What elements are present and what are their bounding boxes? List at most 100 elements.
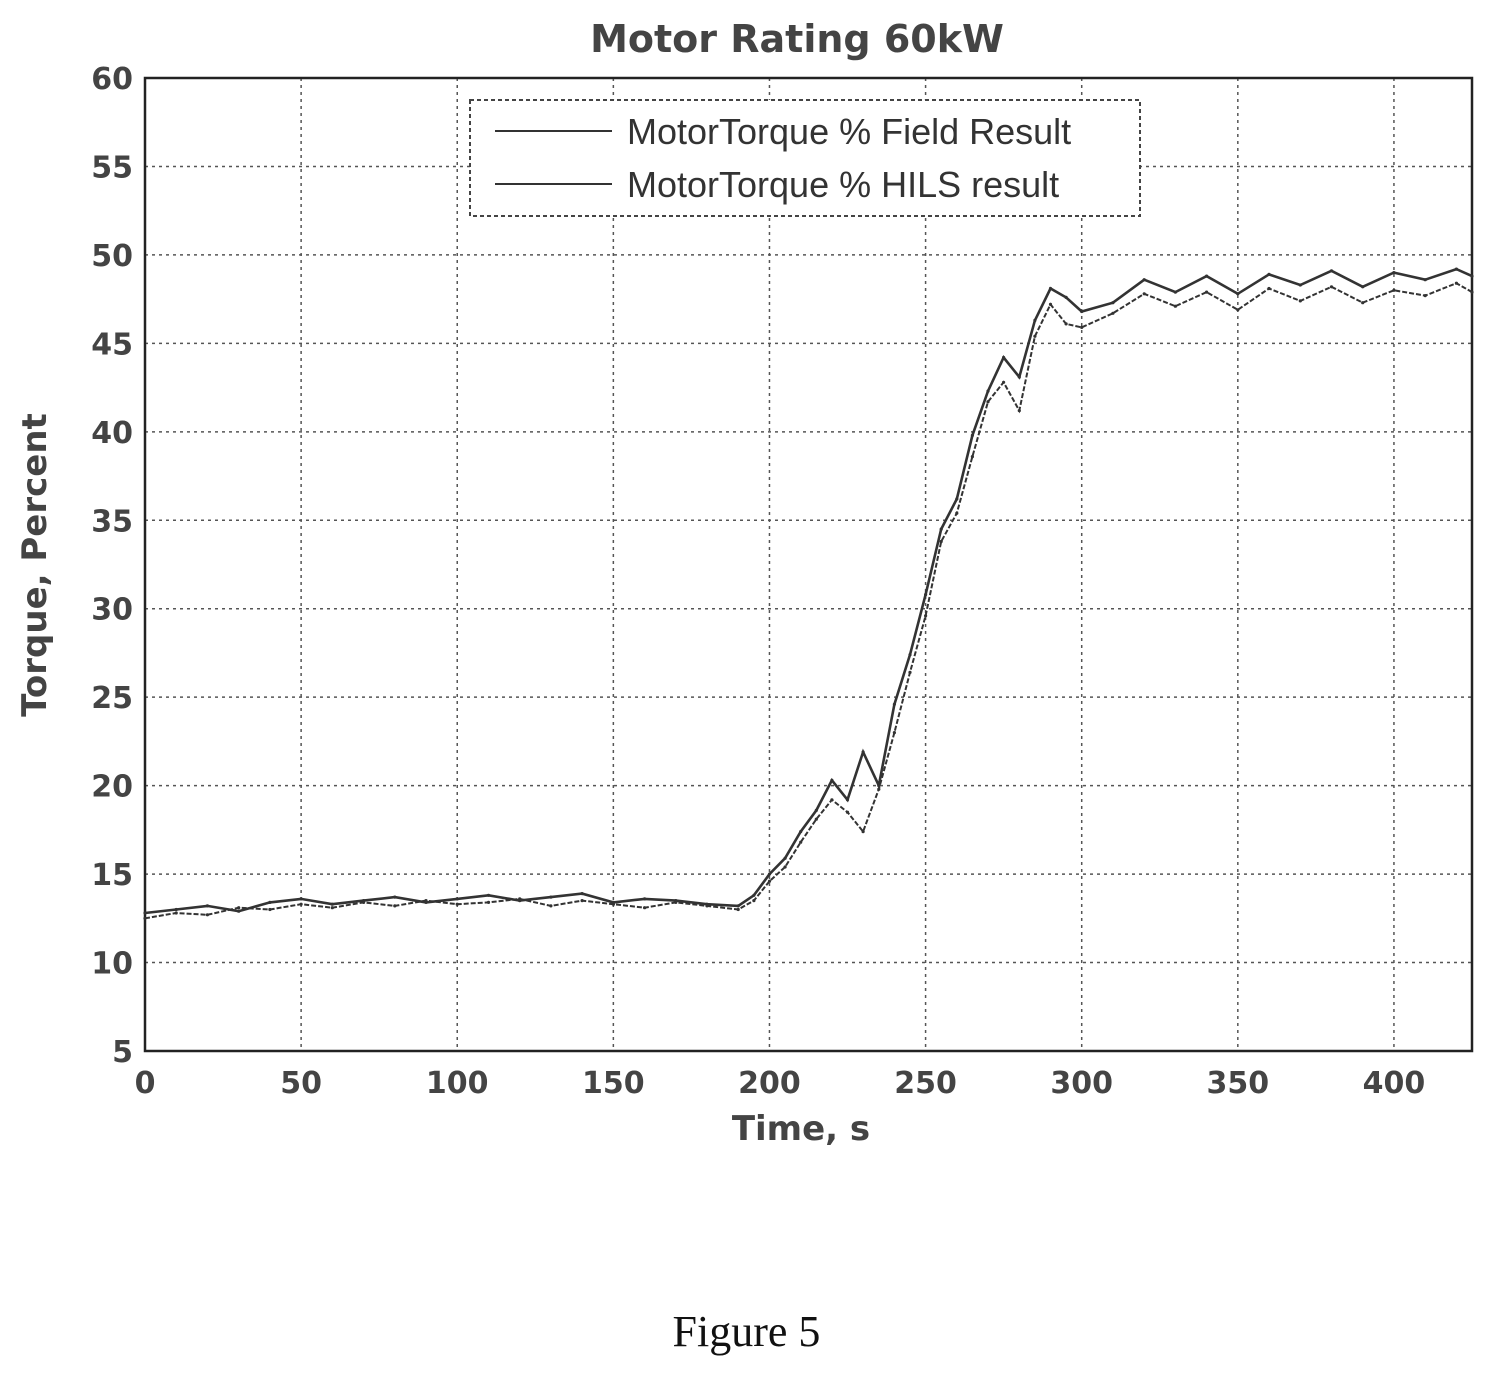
chart-title: Motor Rating 60kW: [590, 17, 1004, 61]
data-point: [1017, 375, 1021, 379]
data-point: [424, 899, 428, 903]
data-point: [752, 893, 756, 897]
data-point: [1423, 278, 1427, 282]
data-point: [330, 906, 334, 910]
data-point: [1173, 290, 1177, 294]
data-point: [970, 433, 975, 437]
data-point: [1111, 311, 1115, 315]
data-point: [908, 670, 912, 675]
data-point: [330, 902, 334, 906]
data-point: [892, 731, 897, 735]
data-point: [143, 911, 147, 915]
data-point: [1236, 292, 1240, 296]
data-point: [1064, 322, 1068, 326]
data-point: [1048, 302, 1053, 306]
y-tick-label: 35: [91, 504, 133, 539]
data-point: [611, 902, 616, 906]
data-point: [1298, 299, 1302, 303]
data-point: [767, 872, 772, 876]
data-point: [1470, 274, 1474, 278]
data-point: [939, 527, 943, 531]
data-point: [970, 455, 975, 459]
data-point: [1470, 290, 1474, 294]
data-point: [643, 897, 647, 901]
data-point: [1454, 267, 1458, 271]
data-point: [1361, 285, 1365, 289]
data-point: [736, 904, 740, 908]
data-point: [752, 899, 756, 903]
line-chart: Motor Rating 60kW 0 50 100 150 200 250 300 350 4…: [15, 17, 1474, 1149]
data-point: [486, 893, 491, 897]
data-point: [939, 539, 943, 544]
y-tick-label: 30: [91, 593, 133, 628]
x-tick-label: 0: [135, 1066, 156, 1101]
data-point: [143, 916, 147, 920]
data-point: [892, 702, 897, 706]
x-axis-ticks: 0 50 100 150 200 250 300 350 400: [135, 1066, 1426, 1101]
data-point: [674, 900, 678, 905]
x-tick-label: 50: [280, 1066, 322, 1101]
data-point: [814, 817, 818, 821]
legend-box: [469, 99, 1141, 217]
data-point: [861, 750, 865, 754]
x-tick-label: 150: [582, 1066, 645, 1101]
y-tick-label: 60: [91, 62, 133, 97]
data-point: [1002, 380, 1006, 384]
data-point: [845, 798, 850, 802]
y-tick-label: 10: [91, 947, 133, 982]
data-point: [1002, 355, 1006, 360]
data-point: [955, 511, 959, 515]
data-point: [393, 895, 397, 899]
data-point: [1454, 281, 1458, 285]
data-point: [580, 899, 584, 903]
x-tick-label: 100: [426, 1066, 489, 1101]
data-point: [1329, 269, 1334, 273]
data-point: [1142, 278, 1146, 282]
data-point: [986, 400, 990, 404]
data-point: [783, 856, 787, 860]
data-point: [205, 913, 209, 917]
data-point: [1033, 334, 1037, 338]
figure-caption: Figure 5: [672, 1307, 821, 1356]
data-point: [924, 593, 928, 597]
data-point: [237, 909, 241, 913]
y-axis-ticks: 5 10 15 20 25 30 35 40 45 50 55 60: [91, 62, 133, 1070]
data-point: [643, 906, 647, 910]
x-axis-label: Time, s: [732, 1109, 870, 1149]
data-point: [814, 808, 818, 813]
data-point: [205, 904, 209, 908]
plot-frame: [143, 76, 1474, 1053]
data-point: [299, 897, 303, 901]
data-point: [174, 907, 178, 912]
data-point: [299, 902, 303, 906]
data-point: [736, 907, 740, 912]
data-point: [1236, 308, 1240, 312]
y-tick-label: 50: [91, 239, 133, 274]
y-tick-label: 20: [91, 770, 133, 805]
data-point: [1205, 274, 1209, 278]
data-point: [362, 900, 366, 905]
data-point: [1033, 318, 1037, 322]
data-point: [1423, 294, 1427, 298]
data-point: [1298, 283, 1302, 287]
data-point: [1267, 272, 1271, 276]
data-point: [549, 895, 553, 899]
x-tick-label: 200: [738, 1066, 801, 1101]
data-point: [861, 830, 865, 834]
data-point: [830, 798, 834, 802]
data-point: [924, 614, 928, 618]
series-field-result: [143, 267, 1474, 915]
data-point: [986, 389, 990, 393]
data-point: [845, 810, 850, 814]
data-point: [799, 840, 803, 844]
data-point: [877, 784, 881, 788]
data-point: [705, 904, 709, 908]
data-point: [1064, 295, 1068, 299]
data-point: [1329, 285, 1334, 289]
data-point: [237, 906, 241, 910]
x-tick-label: 400: [1363, 1066, 1426, 1101]
data-point: [830, 778, 834, 782]
x-tick-label: 300: [1050, 1066, 1113, 1101]
data-point: [455, 902, 459, 906]
y-axis-label: Torque, Percent: [15, 413, 55, 717]
